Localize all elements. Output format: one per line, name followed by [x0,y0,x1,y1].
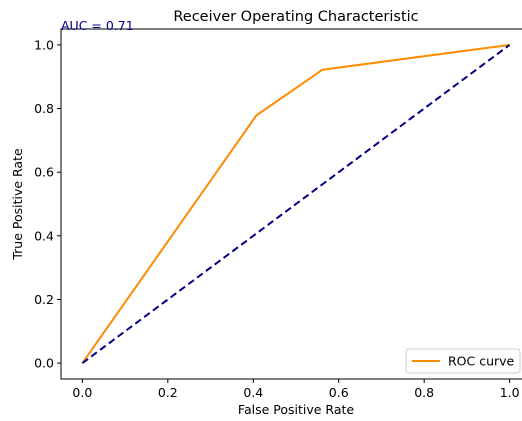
chance-diagonal-line [81,44,511,364]
y-tick-label: 1.0 [34,37,54,52]
x-axis: 0.0 0.2 0.4 0.6 0.8 1.0 [72,379,520,400]
x-tick-label: 0.2 [158,385,178,400]
x-tick-label: 1.0 [500,385,520,400]
series-layer [81,43,511,364]
x-tick-label: 0.8 [414,385,434,400]
legend-label-roc: ROC curve [448,354,515,369]
x-tick-label: 0.0 [72,385,92,400]
x-tick-label: 0.4 [243,385,263,400]
y-axis: 0.0 0.2 0.4 0.6 0.8 1.0 [34,37,61,371]
y-tick-label: 0.2 [34,292,54,307]
plot-frame [60,28,522,380]
y-tick-label: 0.4 [34,228,54,243]
legend: ROC curve [405,348,521,374]
roc-curve-line [81,43,510,364]
y-axis-label: True Positive Rate [10,148,25,261]
x-tick-label: 0.6 [329,385,349,400]
x-axis-label: False Positive Rate [238,402,354,417]
auc-annotation: AUC = 0.71 [61,18,134,33]
y-tick-label: 0.8 [34,101,54,116]
legend-box [405,348,521,374]
y-tick-label: 0.0 [34,356,54,371]
chart-title: Receiver Operating Characteristic [173,9,418,25]
y-tick-label: 0.6 [34,165,54,180]
